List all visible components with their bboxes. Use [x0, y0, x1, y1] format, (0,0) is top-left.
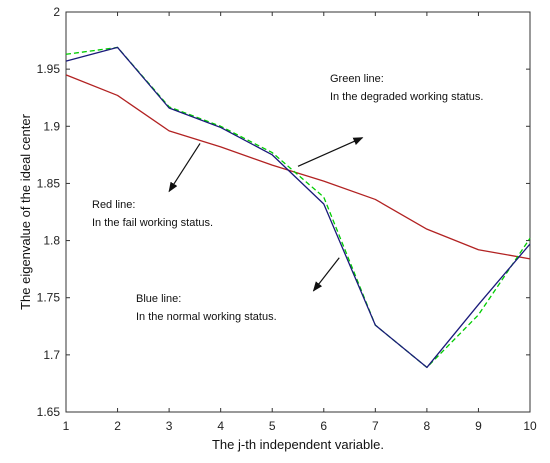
y-tick-label: 2: [53, 5, 60, 19]
x-tick-label: 7: [372, 419, 379, 433]
x-tick-label: 9: [475, 419, 482, 433]
annotation-text: In the degraded working status.: [330, 91, 483, 103]
series-line-blue: [65, 46, 531, 369]
x-axis-label: The j-th independent variable.: [212, 437, 384, 452]
y-tick-label: 1.65: [37, 405, 61, 419]
y-tick-label: 1.85: [37, 176, 61, 190]
x-tick-label: 3: [166, 419, 173, 433]
series-line-red: [65, 74, 531, 260]
annotation-title: Blue line:: [136, 293, 181, 305]
y-axis-label: The eigenvalue of the ideal center: [18, 113, 33, 310]
series-lines: [65, 46, 531, 369]
annotation-text: In the fail working status.: [92, 217, 213, 229]
y-tick-label: 1.8: [43, 234, 60, 248]
x-tick-label: 5: [269, 419, 276, 433]
x-tick-label: 10: [523, 419, 537, 433]
x-tick-label: 2: [114, 419, 121, 433]
annotation-title: Green line:: [330, 73, 384, 85]
x-tick-label: 4: [217, 419, 224, 433]
annotation-green: Green line: In the degraded working statu…: [297, 73, 483, 167]
y-tick-label: 1.95: [37, 62, 61, 76]
annotation-blue: Blue line: In the normal working status.: [136, 257, 340, 323]
annotation-arrow: [312, 257, 340, 292]
annotation-red: Red line: In the fail working status.: [92, 143, 213, 229]
y-tick-label: 1.9: [43, 119, 60, 133]
x-tick-label: 1: [63, 419, 70, 433]
annotation-title: Red line:: [92, 199, 135, 211]
y-tick-label: 1.75: [37, 291, 61, 305]
y-tick-label: 1.7: [43, 348, 60, 362]
x-tick-label: 6: [320, 419, 327, 433]
annotations: Green line: In the degraded working statu…: [92, 73, 483, 323]
x-tick-label: 8: [424, 419, 431, 433]
plot-area: [65, 11, 531, 413]
annotation-arrow: [297, 137, 364, 167]
annotation-arrow: [168, 143, 201, 193]
y-axis-ticks: 1.65 1.7 1.75 1.8 1.85 1.9 1.95 2: [37, 5, 530, 419]
x-axis-ticks: 1 2 3 4 5 6 7 8 9 10: [63, 12, 537, 433]
annotation-text: In the normal working status.: [136, 311, 277, 323]
